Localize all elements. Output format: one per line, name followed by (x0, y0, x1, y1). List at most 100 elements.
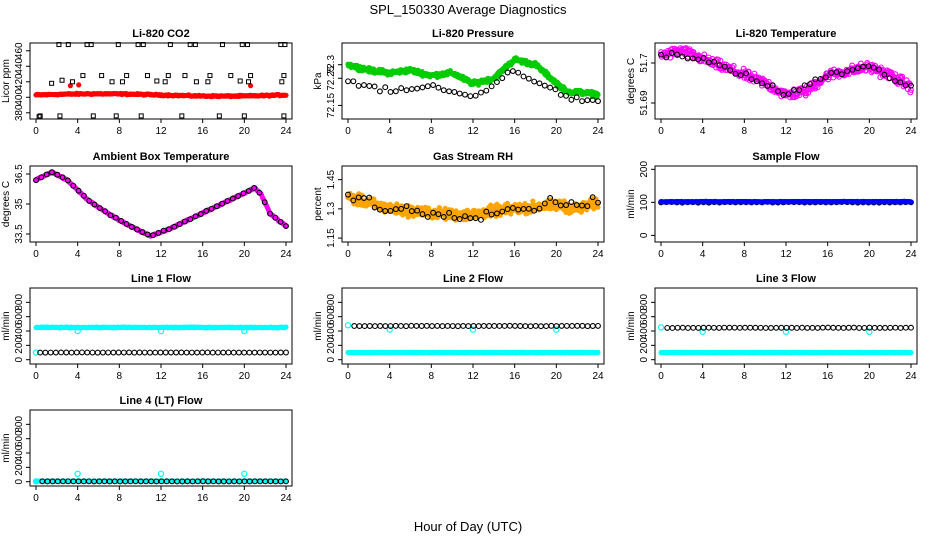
data-point (547, 84, 554, 91)
x-tick-label: 24 (592, 126, 604, 137)
data-point (418, 323, 425, 329)
data-point (59, 77, 65, 83)
data-point (251, 349, 258, 356)
data-point (742, 324, 748, 331)
y-tick-label: 200 (639, 161, 650, 178)
data-point (162, 79, 168, 85)
x-tick-label: 24 (905, 126, 917, 137)
x-tick-label: 12 (155, 493, 167, 504)
data-point (88, 42, 94, 48)
data-point (563, 322, 570, 329)
data-point (413, 322, 420, 329)
data-point (449, 323, 456, 329)
data-point (793, 325, 800, 331)
data-point (216, 113, 222, 119)
data-point (157, 470, 165, 478)
data-point (726, 324, 733, 331)
data-point (595, 204, 601, 210)
data-point (57, 113, 63, 119)
data-point (579, 322, 586, 329)
data-point (80, 73, 86, 79)
chart-panel-4: Gas Stream RH percent 0 4 8 12 16 20 24 1.15 1.3 1.… (313, 151, 605, 260)
data-point (179, 113, 185, 119)
x-tick-label: 12 (780, 249, 792, 260)
data-point (845, 324, 852, 331)
data-point (830, 324, 837, 331)
data-point (525, 75, 532, 82)
data-point (355, 82, 362, 89)
data-point (757, 324, 764, 331)
data-point (37, 113, 43, 119)
data-point (882, 324, 889, 331)
x-tick-label: 24 (905, 249, 917, 260)
data-point (840, 325, 847, 331)
data-point (220, 349, 227, 356)
data-point (173, 349, 180, 356)
data-point (376, 88, 383, 95)
x-tick-label: 0 (33, 249, 39, 260)
data-point (79, 349, 85, 356)
chart-panel-2: Li-820 Temperature degrees C 0 4 8 12 16 20 24 51… (626, 28, 918, 137)
data-point (246, 79, 251, 85)
data-point (256, 349, 263, 356)
y-axis-label: ml/min (626, 311, 637, 340)
data-point (475, 323, 482, 330)
panel-title: Line 1 Flow (131, 273, 191, 285)
data-point (366, 83, 373, 89)
data-point (669, 325, 676, 331)
data-point (194, 349, 201, 356)
data-point (451, 89, 458, 95)
data-point (480, 322, 487, 329)
x-tick-label: 24 (280, 126, 292, 137)
x-tick-label: 8 (742, 371, 748, 382)
data-point (456, 90, 463, 97)
data-point (685, 325, 691, 331)
data-point (74, 470, 81, 478)
data-point (182, 73, 188, 79)
data-point (119, 79, 125, 85)
x-tick-label: 20 (864, 249, 876, 260)
y-tick-label: 800 (639, 294, 650, 311)
y-tick-label: 800 (326, 294, 337, 311)
y-tick-label: 1.45 (326, 169, 337, 189)
data-series-blue (658, 198, 914, 205)
data-point (553, 323, 560, 330)
data-point (109, 79, 115, 85)
data-point (167, 42, 173, 48)
x-tick-label: 8 (742, 249, 748, 260)
x-tick-label: 0 (33, 493, 39, 504)
data-point (47, 349, 54, 356)
data-point (517, 323, 524, 329)
data-point (144, 73, 150, 79)
data-point (809, 324, 816, 331)
data-point (568, 96, 575, 103)
data-point (135, 42, 141, 48)
x-tick-label: 4 (387, 126, 393, 137)
data-series-black (351, 322, 601, 330)
x-tick-label: 24 (592, 371, 604, 382)
y-tick-label: 72.15 (326, 92, 337, 117)
x-tick-label: 16 (197, 249, 209, 260)
data-point (705, 324, 712, 331)
data-point (178, 349, 185, 356)
y-axis-label: degrees C (1, 181, 12, 227)
data-point (499, 75, 506, 82)
data-series-black (37, 349, 289, 356)
data-point (209, 349, 216, 356)
data-point (248, 73, 254, 79)
data-point (239, 42, 245, 48)
data-point (204, 349, 211, 356)
data-point (366, 323, 373, 329)
data-point (282, 42, 288, 48)
x-tick-label: 0 (33, 126, 39, 137)
data-point (814, 324, 821, 331)
data-series-magenta (658, 45, 914, 101)
data-point (84, 349, 91, 356)
data-point (58, 349, 65, 356)
data-point (520, 73, 527, 80)
y-axis-label: Licor ppm (1, 59, 12, 103)
x-tick-label: 0 (33, 371, 39, 382)
x-tick-label: 8 (117, 371, 123, 382)
x-tick-label: 16 (197, 126, 209, 137)
data-series-green (345, 55, 601, 100)
